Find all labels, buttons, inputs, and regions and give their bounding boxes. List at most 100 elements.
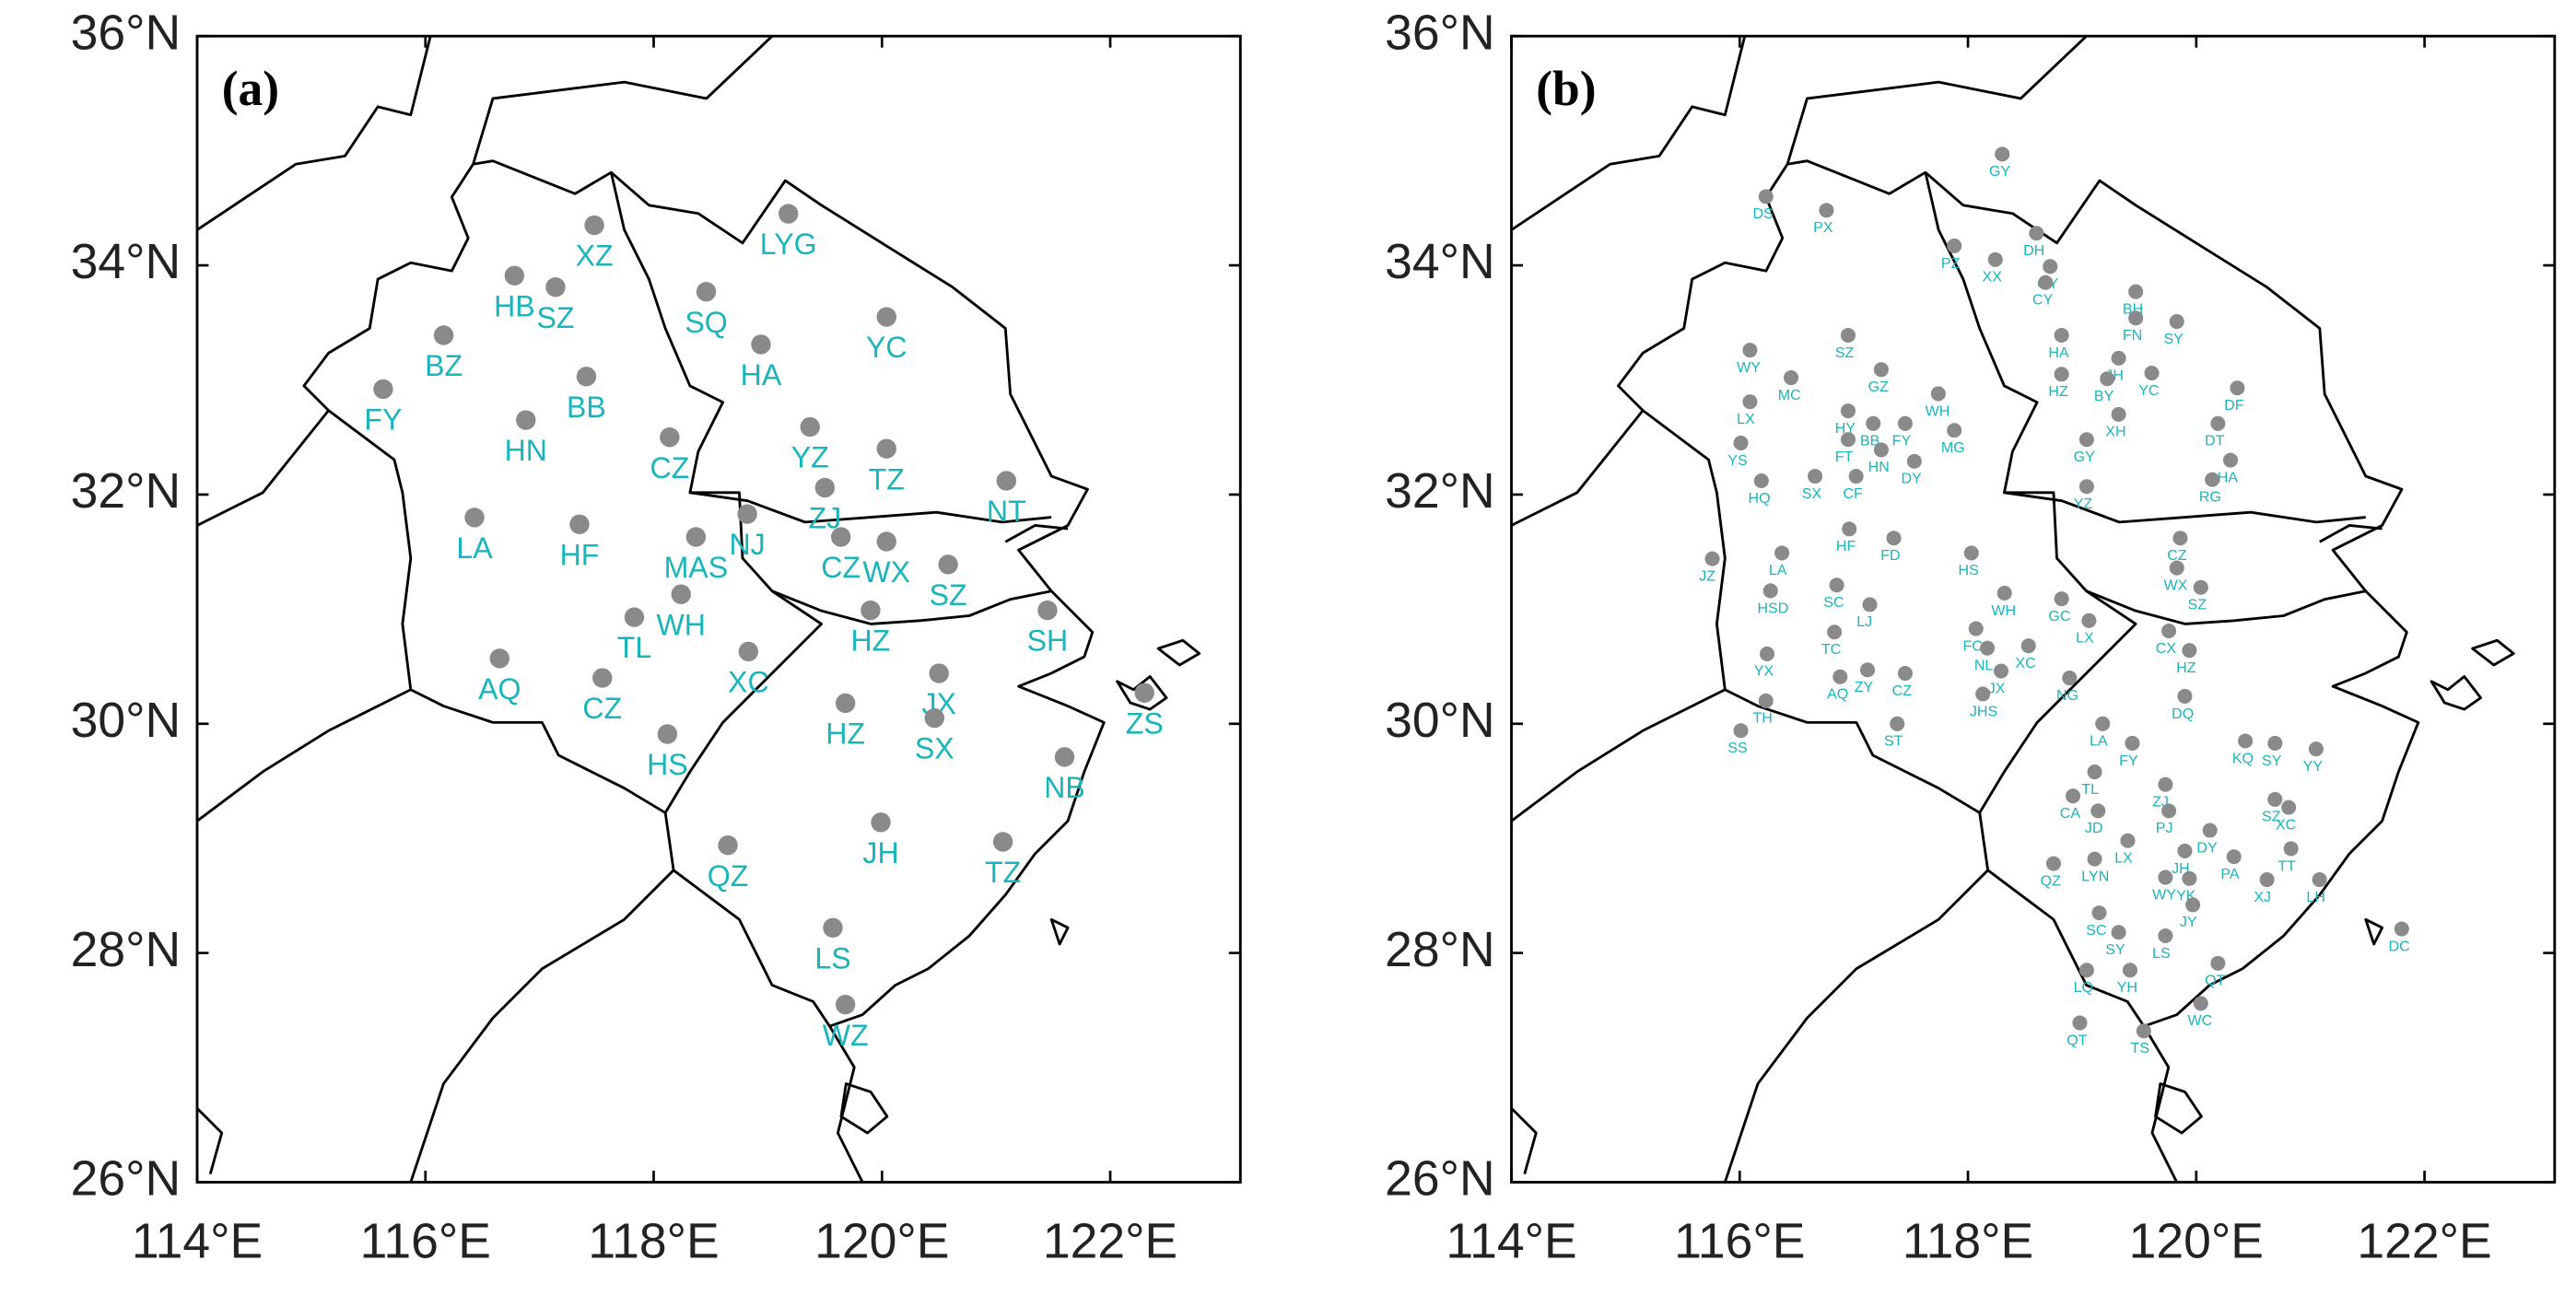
station-label: YZ — [791, 441, 829, 474]
station-dot — [1947, 238, 1962, 253]
station-label: HN — [505, 434, 547, 467]
station-dot — [1742, 343, 1758, 358]
station-label: YC — [2138, 382, 2159, 399]
station-dot — [1840, 403, 1856, 419]
station-label: LH — [2306, 889, 2325, 905]
station-dot — [718, 834, 738, 856]
station-dot — [2312, 872, 2327, 888]
station-dot — [657, 724, 678, 744]
station-label: CZ — [582, 692, 622, 725]
station-label: SZ — [1835, 344, 1855, 361]
station-label: GY — [2074, 449, 2095, 465]
station-dot — [1862, 597, 1878, 613]
station-dot — [2281, 799, 2297, 815]
station-dot — [2202, 823, 2218, 838]
station-dot — [1808, 469, 1823, 484]
station-label: SC — [1823, 594, 1844, 611]
station-label: YS — [1727, 452, 1747, 469]
station-label: HA — [2218, 469, 2239, 485]
station-label: LQ — [2074, 979, 2093, 996]
station-dot — [2128, 310, 2144, 326]
station-dot — [1840, 432, 1856, 448]
station-dot — [996, 471, 1017, 491]
station-dot — [545, 277, 566, 298]
station-dot — [1963, 545, 1979, 561]
station-dot — [2193, 996, 2208, 1011]
station-label: HZ — [851, 624, 891, 658]
station-label: NB — [1044, 771, 1085, 804]
station-label: CZ — [1892, 683, 1913, 699]
station-label: KQ — [2232, 750, 2254, 766]
station-dot — [592, 668, 613, 688]
station-label: MC — [1778, 387, 1801, 403]
station-dot — [1890, 716, 1905, 731]
station-label: HY — [1835, 420, 1856, 437]
y-tick-label: 34°N — [71, 235, 181, 289]
station-label: HQ — [1749, 490, 1771, 507]
station-dot — [876, 531, 896, 552]
station-dot — [2205, 472, 2220, 487]
station-dot — [1774, 545, 1790, 561]
station-dot — [2128, 284, 2144, 299]
station-dot — [823, 917, 843, 938]
station-label: SZ — [536, 301, 574, 334]
station-dot — [1758, 693, 1774, 708]
station-label: WH — [1926, 403, 1950, 419]
station-label: SQ — [685, 306, 727, 339]
station-dot — [2193, 579, 2208, 595]
station-label: GC — [2048, 608, 2070, 624]
station-label: DS — [1753, 205, 1774, 222]
station-label: HN — [1868, 459, 1890, 475]
station-label: XZ — [576, 239, 614, 273]
station-label: HS — [647, 748, 688, 781]
station-dot — [2111, 925, 2126, 940]
station-label: DQ — [2172, 706, 2194, 722]
panel-tag: (b) — [1536, 61, 1596, 116]
station-label: YX — [1754, 663, 1774, 680]
station-dot — [2210, 955, 2226, 971]
panel-tag: (a) — [222, 61, 279, 116]
station-dot — [624, 607, 645, 627]
station-label: GZ — [1868, 379, 1889, 395]
station-label: SH — [1027, 624, 1069, 658]
station-label: WY — [2152, 886, 2176, 903]
station-label: XC — [2015, 655, 2035, 671]
station-label: XC — [2276, 816, 2296, 833]
station-label: HS — [1959, 562, 1979, 578]
station-dot — [504, 265, 525, 286]
station-dot — [1832, 669, 1848, 684]
station-dot — [2087, 764, 2102, 780]
station-label: FD — [1880, 547, 1900, 564]
station-label: CZ — [2167, 547, 2187, 564]
station-dot — [2158, 928, 2173, 944]
station-dot — [1753, 473, 1769, 489]
station-dot — [2062, 671, 2078, 686]
station-dot — [2045, 856, 2061, 871]
station-dot — [2169, 314, 2184, 330]
x-tick-label: 114°E — [1446, 1214, 1576, 1268]
station-label: WX — [2163, 577, 2187, 593]
station-label: AQ — [478, 672, 521, 706]
station-dot — [2111, 350, 2126, 366]
station-dot — [876, 438, 896, 459]
station-label: FY — [1892, 433, 1912, 449]
station-dot — [835, 994, 856, 1015]
station-dot — [2111, 406, 2126, 422]
station-dot — [929, 663, 949, 683]
station-label: SY — [2262, 753, 2282, 769]
station-label: MG — [1941, 439, 1965, 456]
station-dot — [2091, 905, 2107, 921]
station-dot — [1906, 453, 1922, 469]
station-label: LX — [2076, 630, 2094, 647]
x-tick-label: 118°E — [1903, 1214, 2033, 1268]
y-tick-label: 32°N — [1385, 464, 1495, 519]
station-dot — [2078, 963, 2094, 978]
station-dot — [1037, 600, 1058, 621]
station-label: MAS — [664, 551, 729, 584]
station-dot — [2072, 1015, 2088, 1031]
station-label: CX — [2156, 640, 2177, 657]
station-label: XX — [1983, 269, 2003, 286]
station-dot — [1762, 583, 1778, 599]
station-label: CZ — [821, 551, 861, 584]
